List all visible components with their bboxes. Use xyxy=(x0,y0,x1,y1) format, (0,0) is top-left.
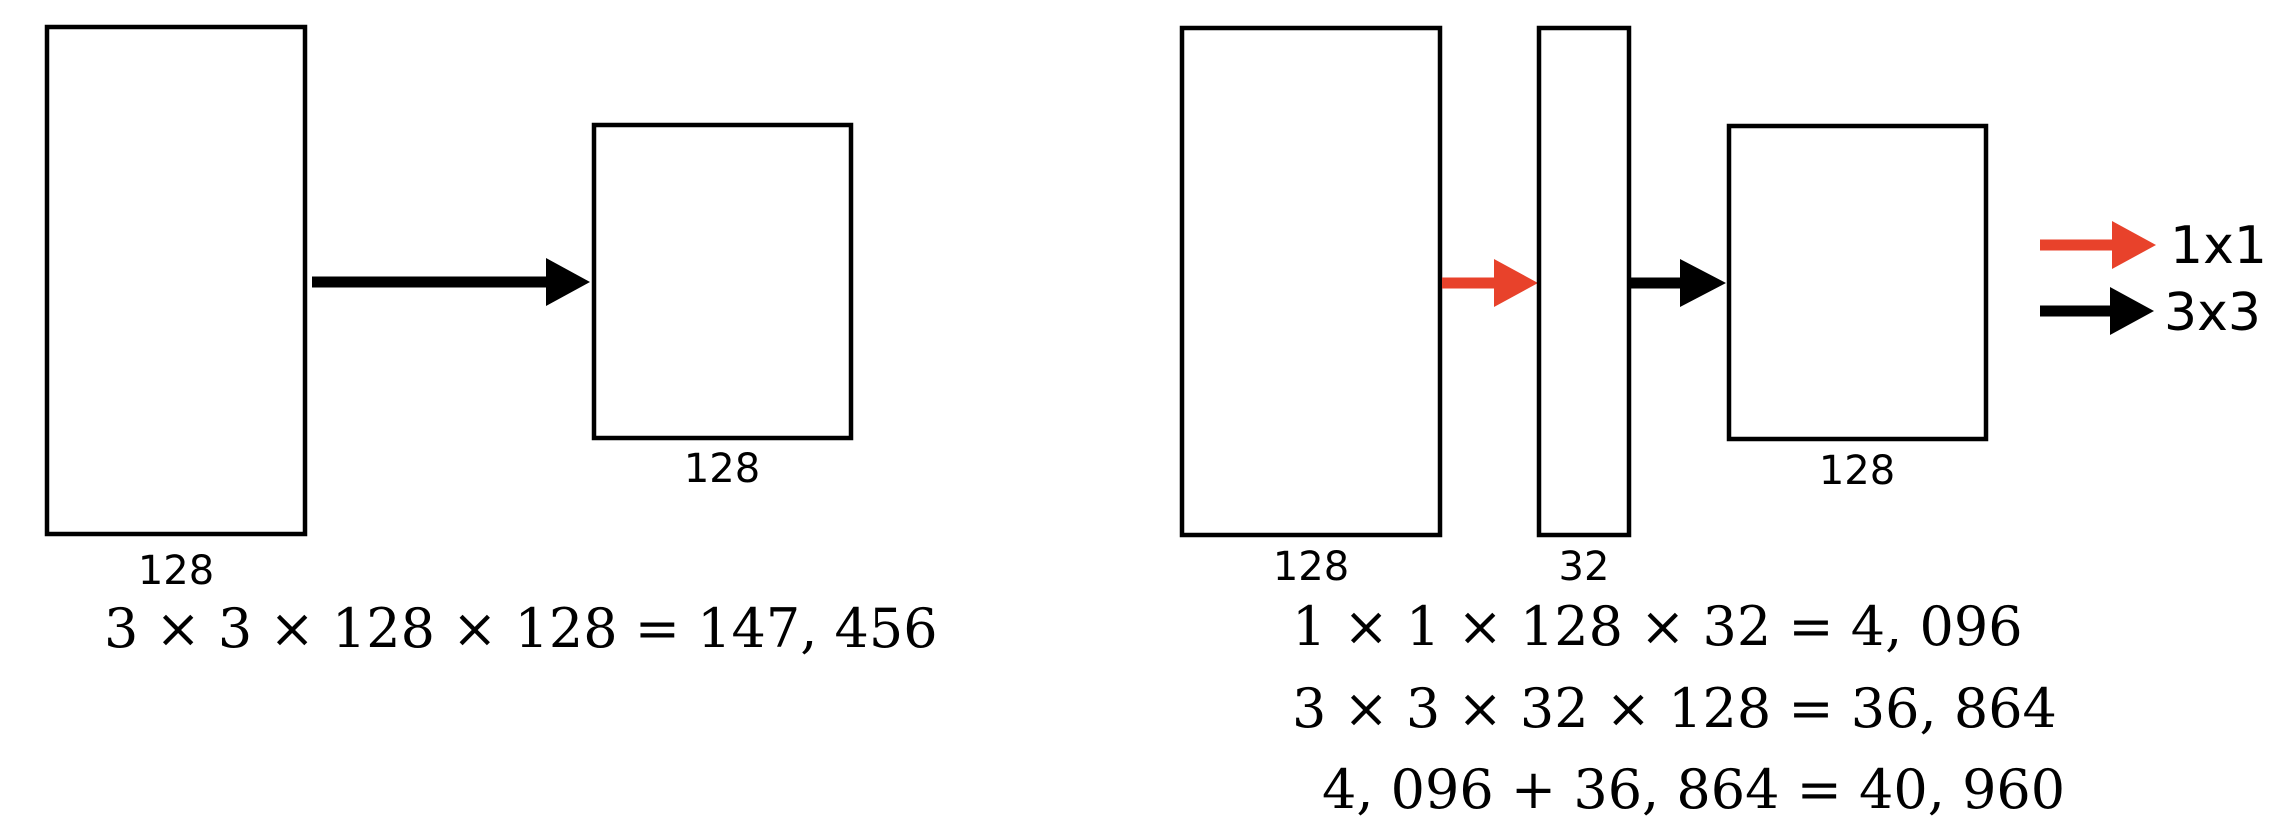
right-output-channels-label: 128 xyxy=(1819,448,1895,494)
right-formula-3x3: 3 × 3 × 32 × 128 = 36, 864 xyxy=(1292,677,2057,740)
black-arrow-icon xyxy=(2040,287,2154,335)
right-input-tensor-box xyxy=(1179,25,1443,538)
left-panel: 128 128 3 × 3 × 128 × 128 = 147, 456 xyxy=(44,24,938,660)
right-formula-1x1: 1 × 1 × 128 × 32 = 4, 096 xyxy=(1292,595,2023,658)
red-arrow-icon xyxy=(2040,221,2156,269)
right-input-channels-label: 128 xyxy=(1273,544,1349,590)
legend-label-1x1: 1x1 xyxy=(2170,216,2267,276)
left-input-tensor-box xyxy=(44,24,308,537)
right-formula-total: 4, 096 + 36, 864 = 40, 960 xyxy=(1322,758,2065,820)
right-output-tensor-box xyxy=(1726,123,1989,442)
left-output-channels-label: 128 xyxy=(684,446,760,492)
left-input-channels-label: 128 xyxy=(138,548,214,594)
right-conv1x1-arrow xyxy=(1442,259,1538,307)
legend: 1x1 3x3 xyxy=(2040,216,2267,343)
legend-item-3x3: 3x3 xyxy=(2040,283,2261,343)
right-panel: 128 32 128 1 × 1 × 128 × 32 = 4, 096 3 ×… xyxy=(1179,25,2065,820)
left-formula: 3 × 3 × 128 × 128 = 147, 456 xyxy=(104,597,938,660)
right-bottleneck-channels-label: 32 xyxy=(1559,544,1610,590)
left-output-tensor-box xyxy=(591,122,854,441)
left-conv3x3-arrow xyxy=(312,258,590,306)
legend-label-3x3: 3x3 xyxy=(2164,283,2261,343)
right-bottleneck-tensor-box xyxy=(1536,25,1632,538)
legend-item-1x1: 1x1 xyxy=(2040,216,2267,276)
right-conv3x3-arrow xyxy=(1631,259,1726,307)
